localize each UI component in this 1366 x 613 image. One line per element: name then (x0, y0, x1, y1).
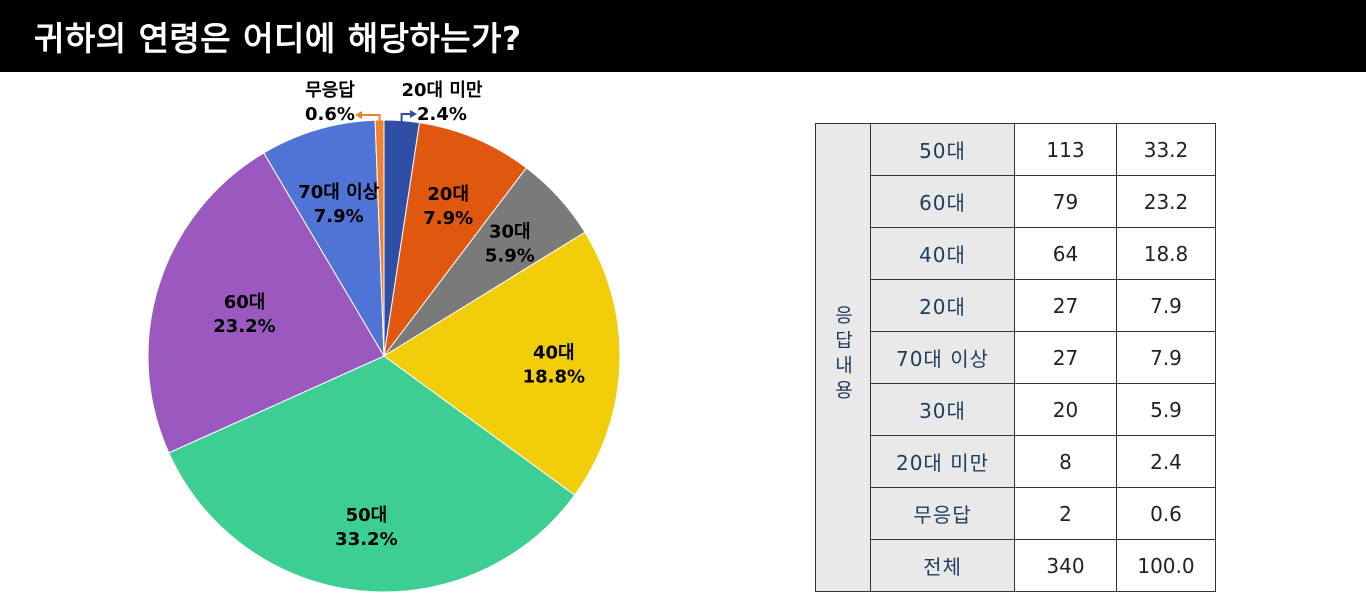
row-label: 60대 (870, 175, 1015, 228)
table-total-row: 전체 340 100.0 (816, 539, 1216, 592)
table-row: 30대 20 5.9 (816, 383, 1216, 436)
pie-label-no-answer: 무응답 (305, 80, 355, 101)
pie-label-40s: 40대 (533, 343, 575, 364)
pie-chart: 20대 미만 2.4% 20대 7.9% 30대 5.9% 40대 18.8% 50대 33.2%… (147, 80, 621, 593)
row-label: 20대 미만 (870, 435, 1015, 488)
row-count: 8 (1014, 435, 1117, 488)
row-label: 40대 (870, 227, 1015, 280)
pie-leader-no-answer (362, 114, 381, 122)
table-row: 40대 64 18.8 (816, 227, 1216, 280)
table-row: 20대 미만 8 2.4 (816, 435, 1216, 488)
pie-slice-50s (168, 355, 576, 593)
row-label: 30대 (870, 383, 1015, 436)
pie-label-30s: 30대 (489, 222, 531, 243)
page-title: 귀하의 연령은 어디에 해당하는가? (34, 19, 522, 58)
title-bar: 귀하의 연령은 어디에 해당하는가? (0, 0, 1366, 72)
pie-label-50s: 50대 (346, 505, 388, 526)
row-percent: 0.6 (1116, 487, 1216, 540)
table-row: 20대 27 7.9 (816, 279, 1216, 332)
pie-slice-20s (383, 122, 528, 357)
pie-value-60s: 23.2% (213, 316, 275, 337)
row-count: 79 (1014, 175, 1117, 228)
row-count: 27 (1014, 279, 1117, 332)
pie-value-70s-plus: 7.9% (314, 206, 364, 227)
row-count: 113 (1014, 123, 1117, 176)
row-label: 70대 이상 (870, 331, 1015, 384)
pie-slice-70s-plus (263, 119, 385, 357)
response-table-wrap: 응답내용 50대 113 33.2 60대 79 23.2 40대 64 18.8 20대 27 7.9… (815, 123, 1216, 592)
pie-leader-arrow-no-answer (355, 111, 362, 119)
row-percent: 33.2 (1116, 123, 1216, 176)
row-percent: 7.9 (1116, 279, 1216, 332)
pie-label-20s: 20대 (427, 184, 469, 205)
row-percent: 2.4 (1116, 435, 1216, 488)
pie-label-under-20s: 20대 미만 (402, 80, 483, 101)
row-percent: 18.8 (1116, 227, 1216, 280)
pie-leader-under-20s (400, 113, 410, 123)
row-count: 27 (1014, 331, 1117, 384)
row-count: 340 (1014, 539, 1117, 592)
row-label: 무응답 (870, 487, 1015, 540)
pie-value-20s: 7.9% (423, 208, 473, 229)
pie-leader-arrow-under-20s (410, 110, 417, 118)
group-label-cell: 응답내용 (815, 123, 871, 592)
row-percent: 100.0 (1116, 539, 1216, 592)
row-percent: 5.9 (1116, 383, 1216, 436)
row-label: 전체 (870, 539, 1015, 592)
table-row: 60대 79 23.2 (816, 175, 1216, 228)
row-label: 20대 (870, 279, 1015, 332)
pie-value-50s: 33.2% (335, 529, 397, 550)
group-label: 응답내용 (831, 305, 854, 405)
row-count: 64 (1014, 227, 1117, 280)
pie-value-under-20s: 2.4% (417, 104, 467, 125)
pie-slice-40s (383, 231, 621, 496)
pie-slice-60s (147, 152, 385, 454)
table-row: 70대 이상 27 7.9 (816, 331, 1216, 384)
table-row: 무응답 2 0.6 (816, 487, 1216, 540)
pie-value-40s: 18.8% (523, 367, 585, 388)
pie-value-30s: 5.9% (485, 246, 535, 267)
row-count: 2 (1014, 487, 1117, 540)
row-percent: 23.2 (1116, 175, 1216, 228)
response-table: 응답내용 50대 113 33.2 60대 79 23.2 40대 64 18.8 20대 27 7.9… (815, 123, 1216, 592)
row-count: 20 (1014, 383, 1117, 436)
pie-label-70s-plus: 70대 이상 (298, 182, 379, 203)
pie-label-60s: 60대 (224, 292, 266, 313)
table-row: 응답내용 50대 113 33.2 (815, 123, 1216, 592)
row-percent: 7.9 (1116, 331, 1216, 384)
row-label: 50대 (870, 123, 1015, 176)
pie-value-no-answer: 0.6% (305, 104, 355, 125)
